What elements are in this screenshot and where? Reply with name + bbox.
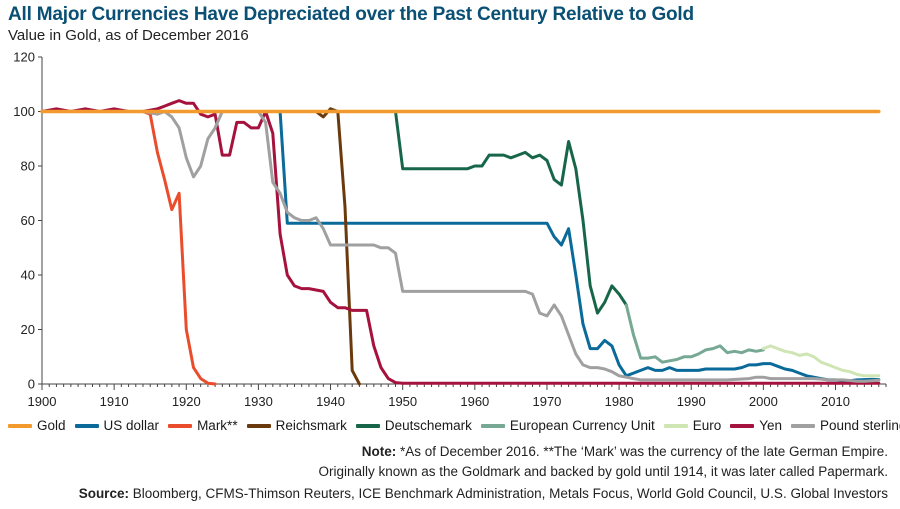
footnote: Note: *As of December 2016. **The ‘Mark’…	[318, 442, 888, 482]
series-line-mark	[40, 110, 217, 386]
chart-subtitle: Value in Gold, as of December 2016	[8, 27, 249, 44]
y-tick-label: 20	[21, 322, 35, 337]
axes: 0 20 40 60 80 100 120 1900 1910 1920 1930 1940 1950 1…	[13, 50, 887, 409]
x-tick-label: 1980	[605, 394, 634, 409]
note-line-1: *As of December 2016. **The ‘Mark’ was t…	[400, 444, 888, 459]
y-tick-label: 80	[21, 159, 35, 174]
legend-swatch	[246, 423, 271, 428]
legend-swatch	[480, 423, 505, 428]
legend-label: US dollar	[103, 418, 160, 433]
x-tick-label: 1960	[460, 394, 489, 409]
series-line-deutschemark	[394, 110, 628, 315]
y-tick-label: 100	[13, 104, 35, 119]
series-line-pound-sterling	[40, 110, 881, 383]
legend-swatch	[168, 423, 193, 428]
legend-label: Euro	[692, 418, 722, 433]
legend-label: Deutschemark	[384, 418, 472, 433]
legend-label: European Currency Unit	[509, 418, 655, 433]
x-tick-label: 1900	[28, 394, 57, 409]
legend-swatch	[663, 423, 688, 428]
x-tick-label: 1970	[532, 394, 561, 409]
legend-label: Pound sterling	[820, 418, 900, 433]
series-line-us-dollar	[40, 110, 881, 383]
legend-label: Reichsmark	[275, 418, 347, 433]
legend: Gold US dollar Mark** Reichsmark Deutschemar…	[8, 418, 900, 433]
chart-title: All Major Currencies Have Depreciated ov…	[8, 4, 694, 25]
legend-swatch	[791, 423, 816, 428]
source-text: Bloomberg, CFMS-Thimson Reuters, ICE Ben…	[132, 486, 888, 501]
legend-item-euro: Euro	[663, 418, 722, 433]
x-tick-label: 1940	[316, 394, 345, 409]
legend-label: Gold	[37, 418, 66, 433]
legend-item-deutschemark: Deutschemark	[355, 418, 472, 433]
legend-label: Yen	[759, 418, 783, 433]
x-tick-label: 1930	[244, 394, 273, 409]
legend-swatch	[355, 423, 380, 428]
legend-swatch	[8, 423, 32, 428]
x-tick-label: 2000	[749, 394, 778, 409]
legend-item-us-dollar: US dollar	[74, 418, 160, 433]
note-line-2: Originally known as the Goldmark and bac…	[318, 464, 888, 479]
x-tick-label: 1910	[100, 394, 129, 409]
legend-item-yen: Yen	[730, 418, 782, 433]
source-label: Source:	[78, 486, 129, 501]
series-line-european-currency-unit	[624, 303, 765, 364]
legend-item-european-currency-unit: European Currency Unit	[480, 418, 655, 433]
x-tick-label: 1990	[677, 394, 706, 409]
x-tick-label: 2010	[821, 394, 850, 409]
legend-item-pound-sterling: Pound sterling	[791, 418, 900, 433]
source-line: Source: Bloomberg, CFMS-Thimson Reuters,…	[79, 486, 888, 501]
series-line-euro	[761, 344, 881, 378]
legend-item-reichsmark: Reichsmark	[246, 418, 347, 433]
y-tick-label: 40	[21, 268, 35, 283]
legend-swatch	[74, 423, 99, 428]
series-layer	[40, 99, 881, 386]
y-tick-label: 0	[28, 377, 35, 392]
y-tick-label: 120	[13, 50, 35, 65]
y-tick-label: 60	[21, 213, 35, 228]
series-line-yen	[40, 99, 881, 385]
x-tick-label: 1950	[388, 394, 417, 409]
line-chart: 0 20 40 60 80 100 120 1900 1910 1920 1930 1940 1950 1…	[13, 50, 887, 409]
legend-label: Mark**	[197, 418, 238, 433]
legend-item-gold: Gold	[8, 418, 66, 433]
legend-swatch	[730, 423, 755, 428]
legend-item-mark: Mark**	[168, 418, 238, 433]
x-tick-label: 1920	[172, 394, 201, 409]
note-label: Note:	[361, 444, 397, 459]
